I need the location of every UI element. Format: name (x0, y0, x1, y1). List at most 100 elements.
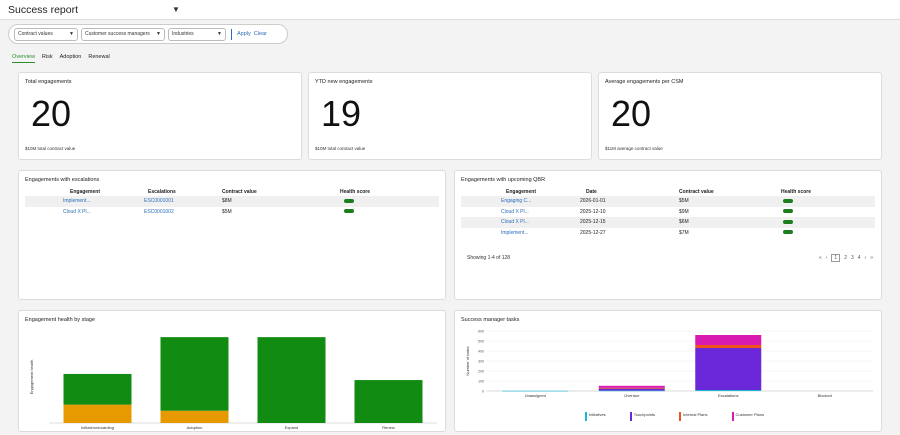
chart-title: Success manager tasks (461, 317, 520, 323)
x-tick-label: Initiate/onboarding (81, 425, 114, 430)
bar-segment[interactable] (160, 337, 229, 411)
health-score-cell (320, 196, 439, 207)
kpi-card-total: Total engagements 20 $10M total contract… (18, 72, 302, 160)
tab-adoption[interactable]: Adoption (59, 54, 82, 60)
engagement-link[interactable]: Cloud X Pl... (461, 217, 556, 228)
chevron-down-icon: ▼ (217, 31, 222, 37)
bar-segment[interactable] (695, 335, 762, 345)
tab-renewal[interactable]: Renewal (88, 54, 110, 60)
apply-button[interactable]: Apply (237, 31, 251, 37)
kpi-subtext: $11M average contract value (605, 146, 663, 151)
bar-segment[interactable] (63, 373, 132, 405)
y-axis-label: Engagement health (29, 360, 34, 395)
industries-select[interactable]: Industries ▼ (168, 27, 226, 41)
engagement-link[interactable]: Cloud X Pl... (63, 208, 91, 215)
contract-value: $5M (222, 208, 232, 215)
contract-values-select[interactable]: Contract values ▼ (14, 27, 78, 41)
table-row: Engaging C... 2026-01-01 $5M (461, 196, 875, 207)
clear-button[interactable]: Clear (253, 31, 267, 37)
x-tick-label: Escalations (718, 393, 738, 398)
legend-item[interactable]: Initiatives (585, 412, 606, 421)
filter-bar: Contract values ▼ Customer success manage… (8, 24, 288, 44)
bar-segment[interactable] (695, 345, 762, 348)
tab-risk[interactable]: Risk (41, 54, 53, 60)
escalation-link[interactable]: ESC0001002 (144, 208, 174, 215)
column-header: Engagement (70, 188, 101, 195)
bar-segment[interactable] (598, 390, 665, 392)
page-button[interactable]: 1 (831, 254, 841, 262)
x-tick-label: Unassigned (525, 393, 546, 398)
column-header: Contract value (679, 188, 714, 195)
bar-segment[interactable] (63, 404, 132, 423)
bar-segment[interactable] (502, 390, 569, 392)
chart-title: Engagement health by stage (25, 317, 96, 323)
y-tick-label: 0 (482, 389, 484, 393)
next-page-button[interactable]: › (864, 255, 867, 261)
engagement-link[interactable]: Implement... (25, 196, 120, 207)
bar-segment[interactable] (695, 348, 762, 390)
bar-segment[interactable] (257, 337, 326, 423)
health-by-stage-card: Engagement health by stage Engagement he… (18, 310, 446, 432)
table-row: Cloud X Pl... 2025-12-10 $9M (461, 207, 875, 218)
health-score-cell (751, 196, 875, 207)
escalation-link[interactable]: ESC0001001 (120, 196, 210, 207)
manager-tasks-chart: Number of tasks 0 100 200 300 400 500 600 Unassi… (465, 329, 873, 398)
page-button[interactable]: 2 (844, 255, 847, 261)
qbr-date: 2025-12-15 (556, 217, 641, 228)
x-tick-label: Adoption (187, 425, 203, 430)
engagement-link[interactable]: Implement... (501, 229, 529, 236)
legend-swatch (585, 412, 587, 421)
chevron-down-icon: ▼ (156, 31, 161, 37)
table-row: Cloud X Pl... ESC0001002 $5M (25, 207, 439, 218)
pagination-summary: Showing 1-4 of 128 (467, 255, 511, 261)
bar-segment[interactable] (695, 390, 762, 391)
column-header: Date (586, 188, 597, 195)
health-score-cell (751, 207, 875, 218)
column-header: Health score (340, 188, 371, 195)
last-page-button[interactable]: » (870, 255, 873, 261)
engagement-link[interactable]: Engaging C... (461, 196, 556, 207)
legend-swatch (629, 412, 632, 421)
kpi-value: 20 (31, 93, 72, 134)
kpi-card-average: Average engagements per CSM 20 $11M aver… (598, 72, 882, 160)
bar-segment[interactable] (354, 380, 423, 423)
x-tick-label: Renew (382, 425, 395, 430)
x-tick-label: Overdue (624, 393, 640, 398)
kpi-subtext: $10M total contract value (25, 146, 76, 151)
csm-select[interactable]: Customer success managers ▼ (81, 27, 165, 41)
legend-item[interactable]: Internal Plans (679, 412, 708, 421)
page-button[interactable]: 4 (857, 255, 861, 261)
table-row: Implement... 2025-12-27 $7M (461, 228, 875, 239)
title-dropdown-icon[interactable]: ▼ (172, 5, 180, 14)
tab-overview[interactable]: Overview (12, 54, 35, 63)
kpi-title: Total engagements (25, 79, 72, 85)
contract-value: $7M (679, 229, 689, 236)
card-title: Engagements with escalations (25, 177, 100, 183)
legend-item[interactable]: Customer Plans (731, 412, 764, 421)
qbr-date: 2025-12-27 (580, 229, 606, 236)
y-tick-label: 500 (478, 339, 484, 343)
x-tick-label: Blocked (818, 393, 832, 398)
health-score-badge (344, 198, 354, 203)
column-header: Health score (781, 188, 812, 195)
legend-label: Touchpoints (633, 412, 656, 417)
engagement-link[interactable]: Cloud X Pl... (501, 208, 529, 215)
column-header: Escalations (148, 188, 176, 195)
y-tick-label: 300 (478, 359, 484, 363)
column-header: Contract value (222, 188, 257, 195)
health-score-badge (783, 219, 793, 224)
chart-legend: Initiatives Touchpoints Internal Plans Cust… (585, 412, 764, 421)
legend-item[interactable]: Touchpoints (629, 412, 656, 421)
bar-segment[interactable] (598, 387, 665, 389)
first-page-button[interactable]: « (818, 255, 822, 261)
health-score-badge (783, 230, 793, 235)
page-title: Success report (8, 3, 79, 16)
prev-page-button[interactable]: ‹ (825, 255, 828, 261)
bar-segment[interactable] (598, 388, 665, 391)
health-score-cell (751, 228, 875, 239)
bar-segment[interactable] (598, 385, 665, 388)
y-tick-label: 600 (478, 329, 484, 333)
bar-segment[interactable] (160, 410, 229, 423)
page-button[interactable]: 3 (850, 255, 854, 261)
column-header: Engagement (506, 188, 537, 195)
